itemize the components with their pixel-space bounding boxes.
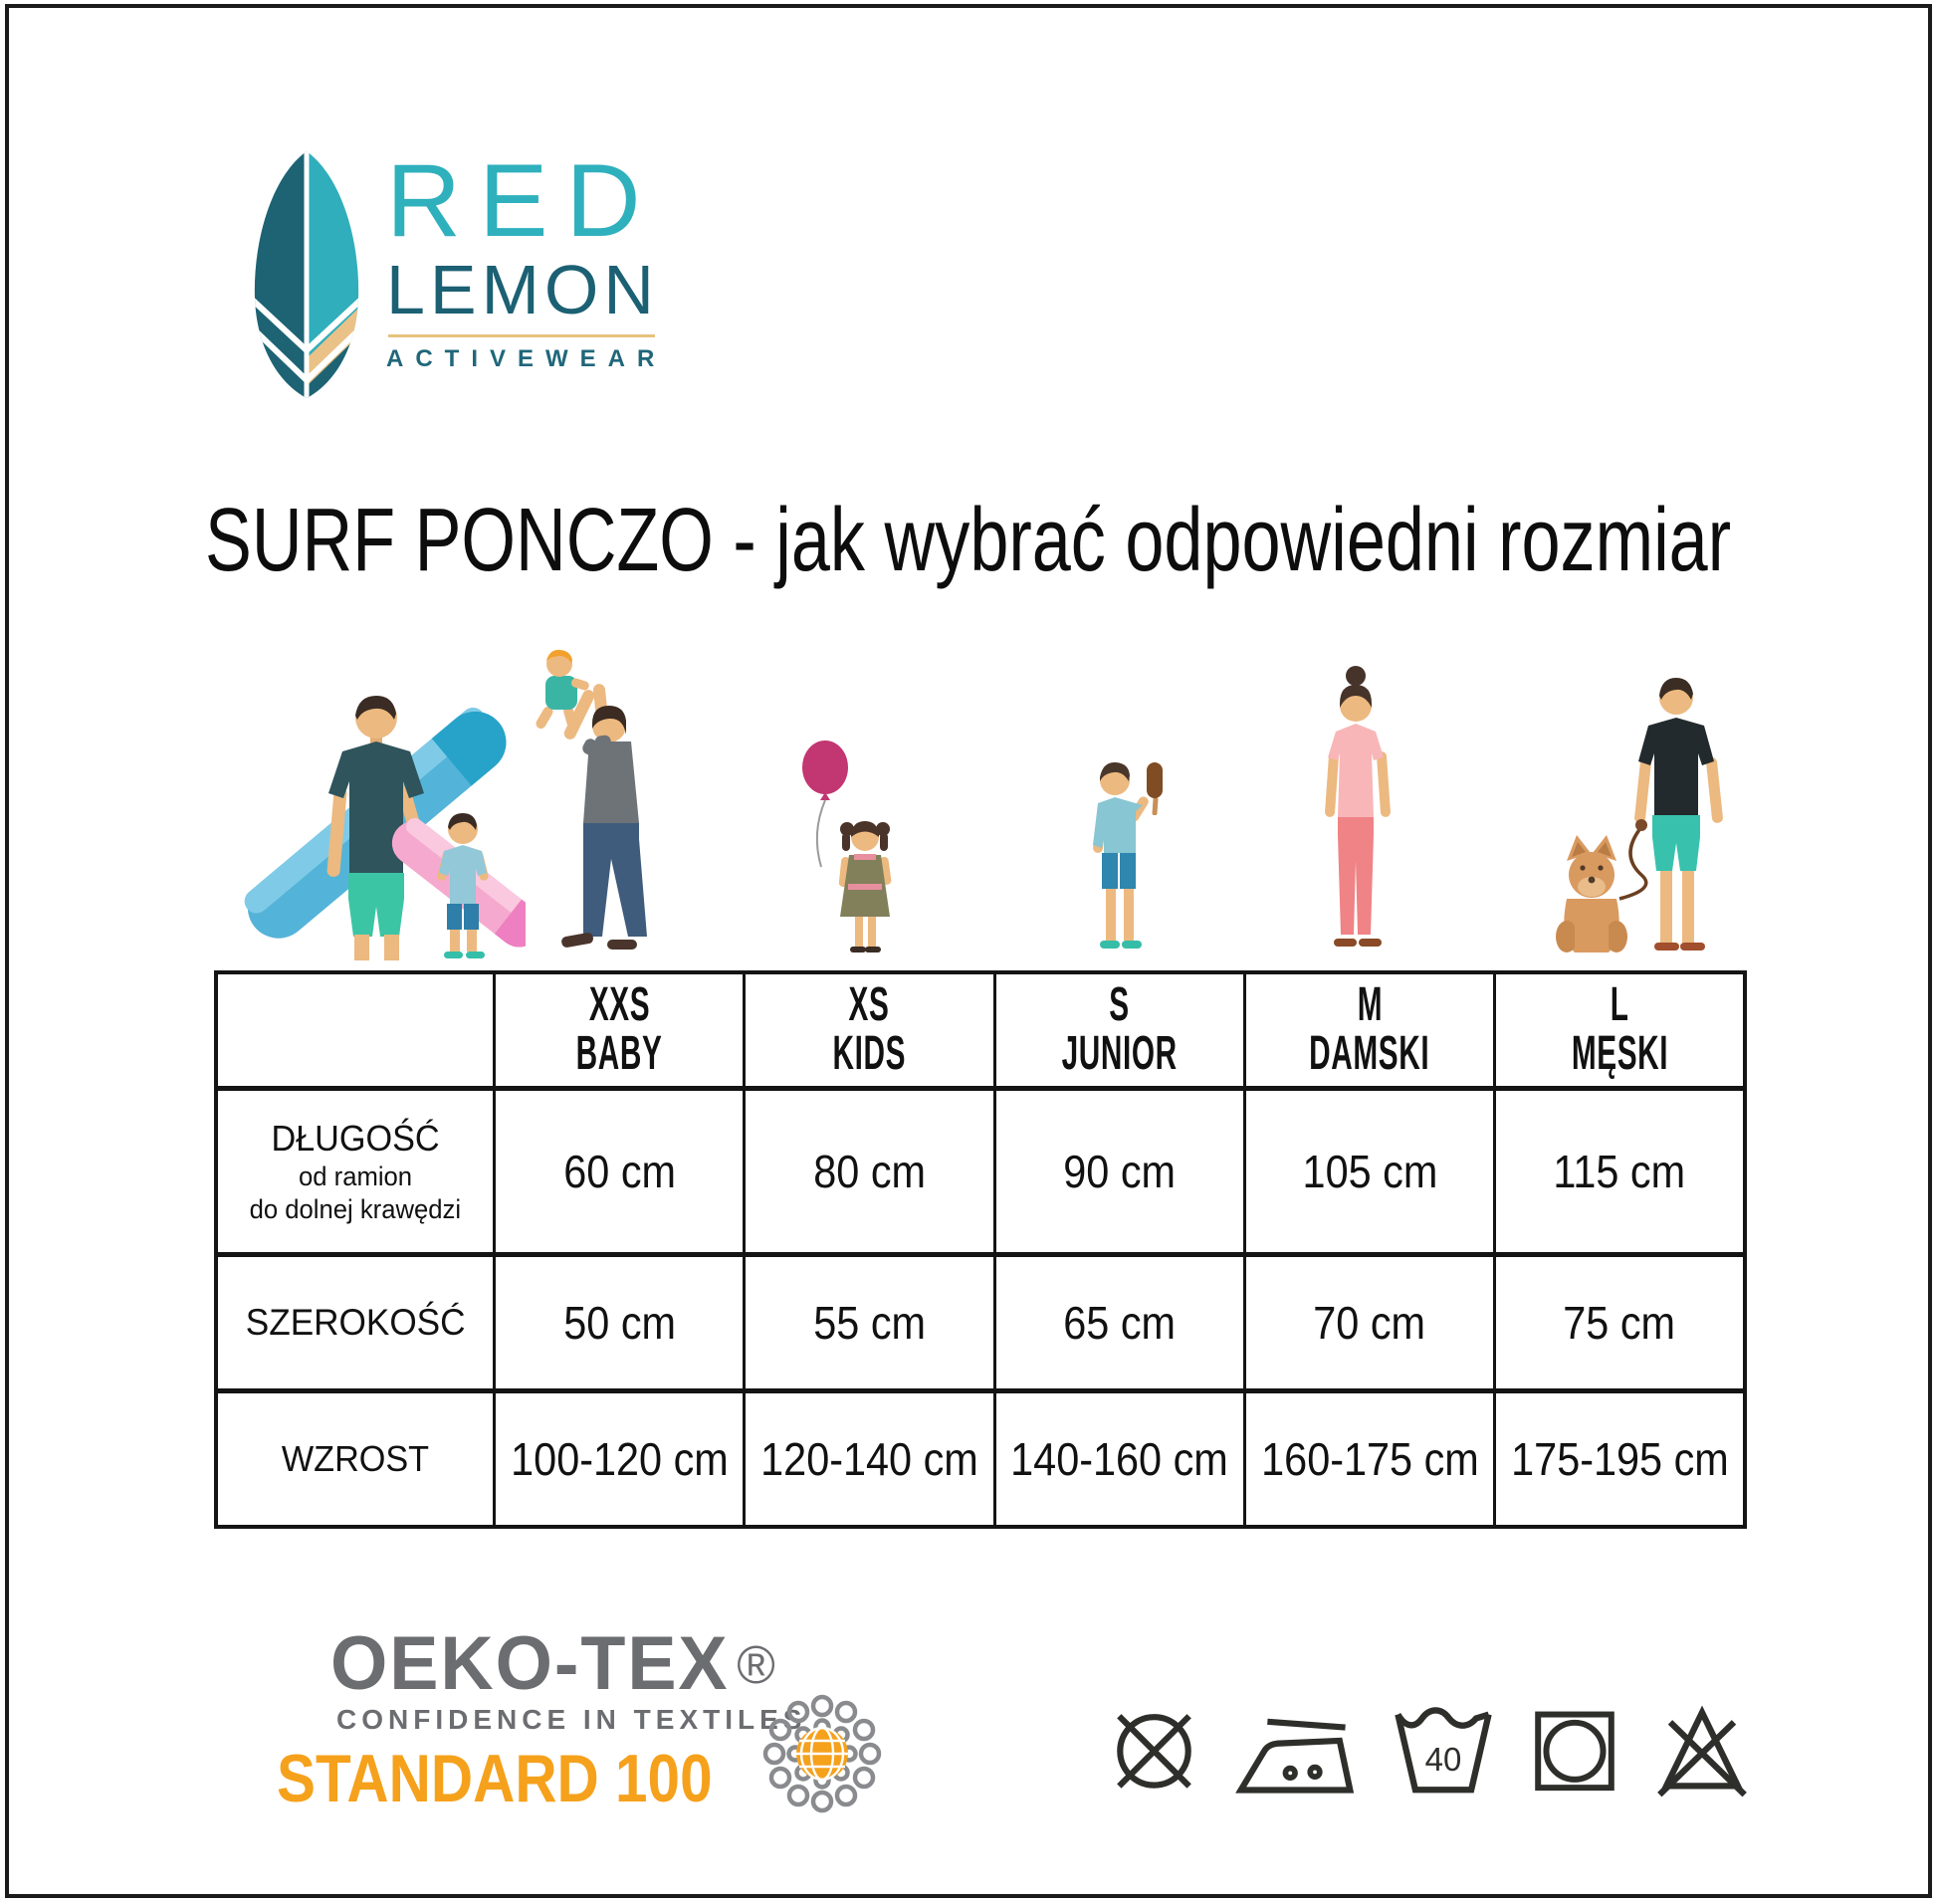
width-value-cell: 50 cm <box>492 1252 747 1392</box>
brand-name-red: RED <box>386 143 659 259</box>
registered-trademark-icon: ® <box>737 1635 777 1695</box>
iron-medium-icon <box>1235 1718 1355 1794</box>
length-value-cell: 60 cm <box>492 1086 747 1256</box>
brand-divider <box>388 334 655 337</box>
care-symbols-row: 40 <box>1107 1696 1752 1798</box>
corner-cell <box>214 970 496 1091</box>
page-title: SURF PONCZO - jak wybrać odpowiedni rozm… <box>205 491 1732 590</box>
width-value-cell: 70 cm <box>1242 1252 1497 1392</box>
man-illustration <box>1634 678 1723 951</box>
row-label-width: SZEROKOŚĆ <box>214 1252 496 1392</box>
row-width: SZEROKOŚĆ 50 cm 55 cm 65 cm 70 cm 75 cm <box>214 1252 1747 1392</box>
ice-cream-illustration <box>1147 762 1163 816</box>
size-table: XXS BABY XS KIDS S JUNIOR M DAMSKI L MĘS… <box>214 970 1747 1529</box>
brand-name-lemon: LEMON <box>386 251 659 328</box>
oeko-tex-standard-100: STANDARD 100 <box>277 1741 713 1816</box>
row-length: DŁUGOŚĆ od ramion do dolnej krawędzi 60 … <box>214 1086 1747 1256</box>
baby-illustration <box>536 649 589 730</box>
machine-wash-40-icon: 40 <box>1394 1707 1492 1794</box>
width-value-cell: 75 cm <box>1493 1252 1747 1392</box>
figure-girl-with-balloon <box>802 740 892 952</box>
column-header-xs: XS KIDS <box>743 970 996 1091</box>
height-value-cell: 175-195 cm <box>1493 1388 1747 1529</box>
father-illustration <box>561 684 647 950</box>
width-value-cell: 65 cm <box>992 1252 1246 1392</box>
kid-illustration <box>437 813 489 958</box>
width-value-cell: 55 cm <box>743 1252 996 1392</box>
height-value-cell: 160-175 cm <box>1242 1388 1497 1529</box>
length-value-cell: 105 cm <box>1242 1086 1497 1256</box>
row-height: WZROST 100-120 cm 120-140 cm 140-160 cm … <box>214 1388 1747 1529</box>
length-value-cell: 90 cm <box>992 1086 1246 1256</box>
boy-illustration <box>1093 761 1149 949</box>
figure-boy-with-ice-cream <box>1093 761 1163 949</box>
column-header-xxs: XXS BABY <box>492 970 747 1091</box>
wash-temperature-label: 40 <box>1424 1741 1461 1778</box>
height-value-cell: 120-140 cm <box>743 1388 996 1529</box>
column-header-l: L MĘSKI <box>1493 970 1747 1091</box>
balloon-illustration <box>802 740 848 868</box>
dog-leash <box>1618 825 1648 901</box>
surfboard-logo-icon <box>254 151 359 398</box>
page-border <box>5 4 1932 1898</box>
length-value-cell: 115 cm <box>1493 1086 1747 1256</box>
dog-illustration <box>1556 835 1627 952</box>
height-value-cell: 100-120 cm <box>492 1388 747 1529</box>
size-table-header-row: XXS BABY XS KIDS S JUNIOR M DAMSKI L MĘS… <box>214 970 1747 1091</box>
oeko-tex-flower-icon <box>762 1694 882 1813</box>
man-illustration <box>326 696 433 960</box>
row-label-length: DŁUGOŚĆ od ramion do dolnej krawędzi <box>214 1086 496 1256</box>
woman-illustration <box>1325 666 1391 947</box>
do-not-dry-clean-icon <box>1117 1714 1191 1789</box>
figure-father-lifting-baby <box>536 649 647 950</box>
figure-man-with-surfboard-and-kid <box>244 696 526 960</box>
tumble-dry-icon <box>1534 1711 1614 1792</box>
figure-man-with-dog <box>1556 678 1723 952</box>
height-value-cell: 140-160 cm <box>992 1388 1246 1529</box>
brand-tagline: ACTIVEWEAR <box>386 345 667 372</box>
figure-woman <box>1325 666 1391 947</box>
oeko-tex-wordmark: OEKO-TEX ® <box>330 1621 777 1706</box>
do-not-bleach-icon <box>1657 1705 1747 1798</box>
column-header-s: S JUNIOR <box>992 970 1246 1091</box>
brand-wordmark: RED LEMON ACTIVEWEAR <box>386 149 685 373</box>
column-header-m: M DAMSKI <box>1242 970 1497 1091</box>
girl-illustration <box>838 821 892 952</box>
length-value-cell: 80 cm <box>743 1086 996 1256</box>
oeko-tex-subtitle: CONFIDENCE IN TEXTILES <box>336 1704 807 1735</box>
row-label-height: WZROST <box>214 1388 496 1529</box>
